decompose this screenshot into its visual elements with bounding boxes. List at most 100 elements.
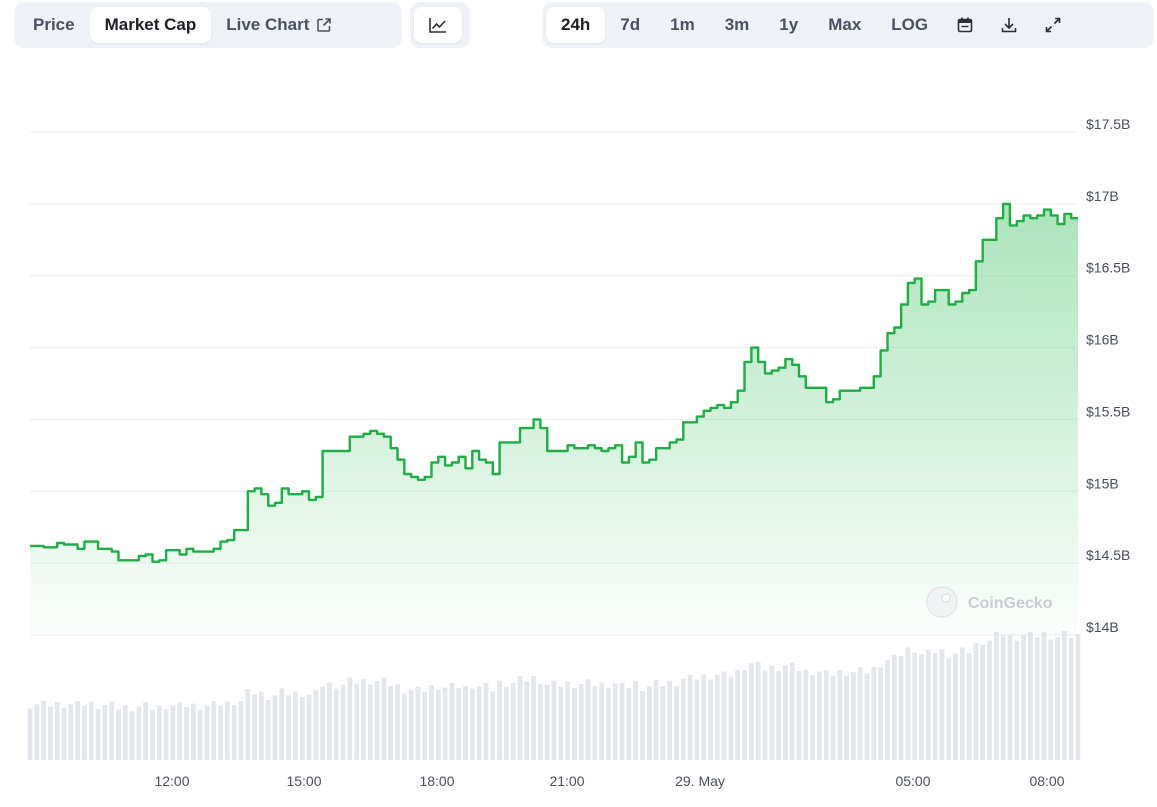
volume-bar xyxy=(388,686,394,760)
volume-bar xyxy=(1000,635,1006,760)
volume-bar xyxy=(286,695,291,760)
volume-bar xyxy=(803,669,809,760)
volume-bar xyxy=(354,683,360,760)
volume-bar xyxy=(578,684,584,760)
volume-bar xyxy=(626,687,632,760)
range-1m-label: 1m xyxy=(670,15,695,34)
range-3m-label: 3m xyxy=(724,15,750,34)
gecko-logo-icon xyxy=(926,586,958,618)
volume-bar xyxy=(925,649,931,760)
range-max[interactable]: Max xyxy=(813,7,876,43)
volume-bar xyxy=(279,688,285,760)
volume-bar xyxy=(1034,637,1040,760)
tab-live-chart[interactable]: Live Chart xyxy=(211,7,347,43)
range-3m[interactable]: 3m xyxy=(710,7,765,43)
volume-bar xyxy=(755,662,761,760)
volume-bar xyxy=(483,683,489,760)
volume-bar xyxy=(293,691,298,760)
x-tick-label: 12:00 xyxy=(154,773,189,789)
volume-bar xyxy=(299,697,305,760)
expand-button[interactable] xyxy=(1031,7,1075,43)
volume-bar xyxy=(510,682,516,760)
volume-bar xyxy=(361,679,366,760)
y-tick-label: $14.5B xyxy=(1086,547,1130,563)
volume-bar xyxy=(708,679,713,760)
range-7d[interactable]: 7d xyxy=(605,7,655,43)
volume-bar xyxy=(680,678,686,760)
volume-bar xyxy=(966,653,972,760)
range-1y-label: 1y xyxy=(779,15,799,34)
chart-type-group xyxy=(410,2,470,48)
volume-bar xyxy=(973,643,979,760)
volume-bar xyxy=(748,663,754,760)
y-tick-label: $17.5B xyxy=(1086,116,1130,132)
volume-bar xyxy=(993,632,999,760)
volume-bar xyxy=(517,675,523,760)
volume-bar xyxy=(82,705,87,760)
range-1y[interactable]: 1y xyxy=(764,7,813,43)
volume-bar xyxy=(54,701,60,760)
volume-bar xyxy=(211,701,217,760)
volume-bar xyxy=(34,704,40,760)
range-1m[interactable]: 1m xyxy=(655,7,710,43)
area-layer xyxy=(30,202,1078,635)
volume-bar xyxy=(218,705,223,760)
volume-bar xyxy=(190,703,196,760)
view-tab-group: Price Market Cap Live Chart xyxy=(14,2,402,48)
volume-bar xyxy=(871,667,877,760)
volume-bar xyxy=(851,672,856,760)
volume-bar xyxy=(782,665,788,760)
volume-bar xyxy=(163,709,169,760)
volume-bar xyxy=(497,680,502,760)
chart-toolbar: Price Market Cap Live Chart 24h 7d 1m 3m… xyxy=(0,0,1157,54)
volume-bar xyxy=(864,673,870,760)
volume-bar xyxy=(558,686,564,760)
volume-bar xyxy=(150,709,155,760)
volume-bar xyxy=(857,667,863,760)
external-link-icon xyxy=(316,17,332,33)
volume-bar xyxy=(640,691,645,760)
range-max-label: Max xyxy=(828,15,862,34)
volume-bar xyxy=(258,691,264,760)
volume-bar xyxy=(116,709,121,760)
scale-log[interactable]: LOG xyxy=(876,7,943,43)
volume-bar xyxy=(415,686,421,760)
volume-bar xyxy=(109,701,115,760)
chart-type-button[interactable] xyxy=(414,7,462,43)
volume-bar xyxy=(565,681,570,760)
volume-bar xyxy=(395,684,400,760)
volume-bar xyxy=(156,705,162,760)
calendar-button[interactable] xyxy=(943,7,987,43)
volume-bar xyxy=(265,700,271,760)
volume-bar xyxy=(95,709,101,760)
volume-bar xyxy=(143,702,149,760)
range-24h[interactable]: 24h xyxy=(546,7,606,43)
volume-bar xyxy=(1075,634,1081,760)
volume-bar xyxy=(898,656,904,760)
volume-bar xyxy=(129,711,135,760)
volume-bar xyxy=(987,640,992,760)
tab-price[interactable]: Price xyxy=(18,7,90,43)
volume-bar xyxy=(429,685,434,760)
calendar-icon xyxy=(956,16,974,34)
volume-bar xyxy=(544,684,550,760)
volume-bar xyxy=(469,688,475,760)
y-tick-label: $16.5B xyxy=(1086,260,1130,276)
volume-bar xyxy=(245,689,251,760)
volume-bar xyxy=(48,706,53,760)
watermark-text: CoinGecko xyxy=(968,595,1053,612)
volume-bar xyxy=(946,658,952,760)
volume-bar xyxy=(252,694,257,760)
volume-bar xyxy=(320,686,326,760)
tab-market-cap[interactable]: Market Cap xyxy=(89,7,212,43)
volume-bar xyxy=(367,684,373,760)
volume-bar xyxy=(1048,639,1054,760)
market-cap-area xyxy=(30,203,1078,635)
download-button[interactable] xyxy=(987,7,1031,43)
volume-bar xyxy=(585,679,591,760)
y-axis: $14B $14.5B $15B $15.5B $16B $16.5B $17B $17.5B xyxy=(1086,116,1130,635)
volume-bar xyxy=(694,679,700,760)
volume-bar xyxy=(735,670,741,760)
volume-bar xyxy=(837,670,843,760)
